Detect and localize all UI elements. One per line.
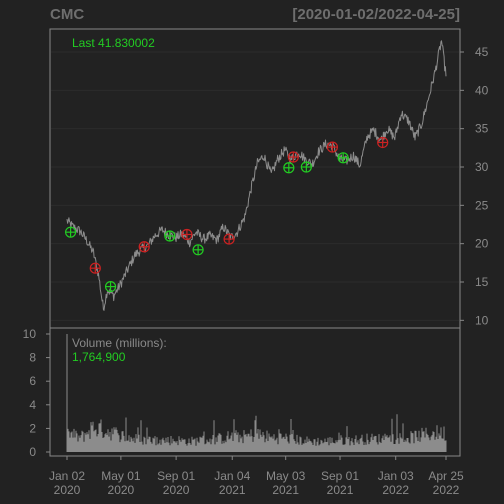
time-axis-tick-label: Jan 04: [214, 469, 250, 483]
time-axis-tick-label: Apr 25: [428, 469, 464, 483]
time-axis-tick-year: 2021: [272, 483, 299, 497]
time-axis-tick-year: 2021: [219, 483, 246, 497]
sell-signal-marker: [89, 262, 101, 274]
price-axis: 10 15 20 25 30 35 40 45: [460, 45, 489, 327]
signal-markers: [64, 136, 389, 293]
price-axis-tick-label: 30: [475, 160, 489, 174]
price-axis-tick-label: 35: [475, 122, 489, 136]
sell-signal-marker: [138, 241, 150, 253]
volume-label: Volume (millions):: [72, 336, 167, 350]
buy-signal-marker: [192, 244, 204, 256]
price-axis-tick-label: 20: [475, 237, 489, 251]
time-axis-tick-year: 2022: [382, 483, 409, 497]
time-axis-tick-label: Sep 01: [321, 469, 359, 483]
volume-axis-tick-label: 4: [29, 398, 36, 412]
time-axis-tick-year: 2021: [327, 483, 354, 497]
time-axis-tick-year: 2020: [54, 483, 81, 497]
sell-signal-marker: [326, 141, 338, 153]
volume-axis-tick-label: 10: [23, 327, 37, 341]
volume-axis-tick-label: 6: [29, 374, 36, 388]
time-axis-tick-label: Jan 02: [49, 469, 85, 483]
time-axis-tick-label: May 01: [101, 469, 141, 483]
volume-bars: [66, 334, 447, 452]
time-axis-tick-year: 2020: [108, 483, 135, 497]
volume-axis-tick-label: 2: [29, 421, 36, 435]
buy-signal-marker: [337, 152, 349, 164]
sell-signal-marker: [377, 136, 389, 149]
buy-signal-marker: [283, 162, 295, 174]
chart-title-symbol: CMC: [50, 6, 84, 23]
buy-signal-marker: [104, 281, 117, 293]
sell-signal-marker: [287, 151, 299, 163]
time-axis-tick-label: Jan 03: [378, 469, 414, 483]
time-axis-tick-label: Sep 01: [157, 469, 195, 483]
volume-axis-tick-label: 8: [29, 351, 36, 365]
time-axis-tick-year: 2022: [433, 483, 460, 497]
volume-panel-frame: [49, 327, 461, 457]
volume-value-label: 1,764,900: [72, 350, 126, 364]
sell-signal-marker: [181, 228, 193, 241]
volume-axis: 0 2 4 6 8 10: [23, 327, 50, 459]
sell-signal-marker: [223, 233, 235, 245]
buy-signal-marker: [300, 161, 312, 173]
price-axis-tick-label: 40: [475, 83, 489, 97]
time-axis-tick-year: 2020: [163, 483, 190, 497]
volume-axis-tick-label: 0: [29, 445, 36, 459]
price-axis-tick-label: 45: [475, 45, 489, 59]
last-price-label: Last 41.830002: [72, 36, 155, 50]
price-axis-tick-label: 15: [475, 275, 489, 289]
chart-date-range: [2020-01-02/2022-04-25]: [292, 6, 460, 23]
buy-signal-marker: [164, 230, 176, 242]
time-axis-tick-label: May 03: [266, 469, 306, 483]
price-axis-tick-label: 25: [475, 198, 489, 212]
buy-signal-marker: [64, 226, 77, 238]
price-axis-tick-label: 10: [475, 313, 489, 327]
